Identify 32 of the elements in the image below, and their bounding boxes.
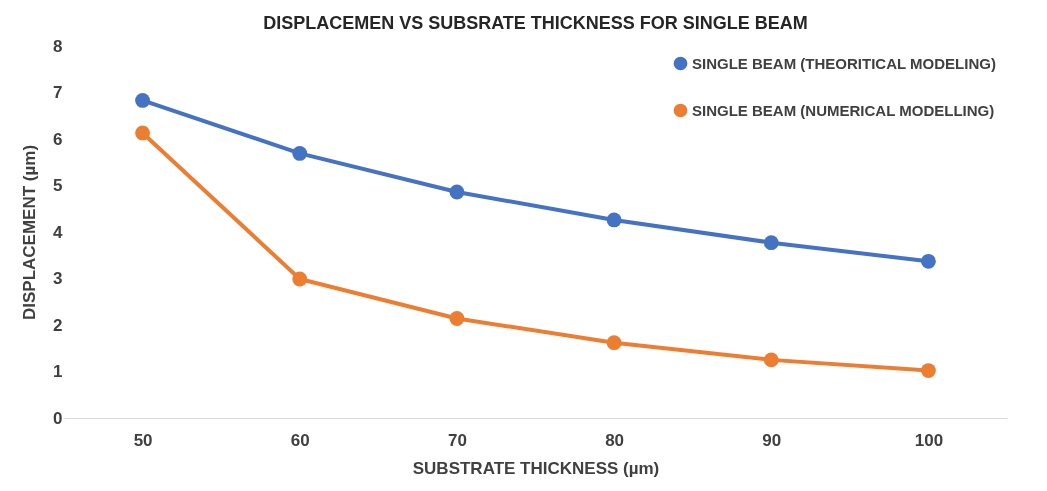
legend-label: SINGLE BEAM (THEORITICAL MODELING) [692,54,996,72]
y-tick-label: 3 [53,269,63,288]
y-tick-label: 0 [53,408,63,428]
point [921,253,936,269]
legend-label: SINGLE BEAM (NUMERICAL MODELLING) [692,101,995,119]
point [135,125,150,141]
x-tick-label: 60 [290,430,310,450]
y-tick-label: 6 [53,129,63,149]
y-axis-title: DISPLACEMENT (µm) [20,144,40,321]
y-tick-label: 5 [53,176,63,195]
y-tick-label: 7 [53,83,63,102]
x-tick-label: 70 [447,430,467,450]
x-tick-label: 50 [133,430,153,450]
x-axis-title: SUBSTRATE THICKNESS (µm) [412,458,660,478]
x-tick-label: 100 [914,430,944,450]
chart-title: DISPLACEMEN VS SUBSRATE THICKNESS FOR SINGLE BEAM [263,13,808,33]
y-tick-label: 1 [53,362,63,381]
y-tick-label: 4 [53,222,64,242]
y-tick-label: 2 [53,315,63,335]
point [135,93,150,108]
point [449,184,465,200]
point [292,271,308,287]
point [763,352,779,368]
point [763,235,779,251]
point [606,212,622,228]
point [449,311,465,326]
x-tick-label: 90 [762,430,782,450]
point [921,363,936,378]
point [606,335,622,351]
y-tick-label: 8 [53,36,63,56]
point [292,146,308,161]
x-tick-label: 80 [605,430,625,450]
